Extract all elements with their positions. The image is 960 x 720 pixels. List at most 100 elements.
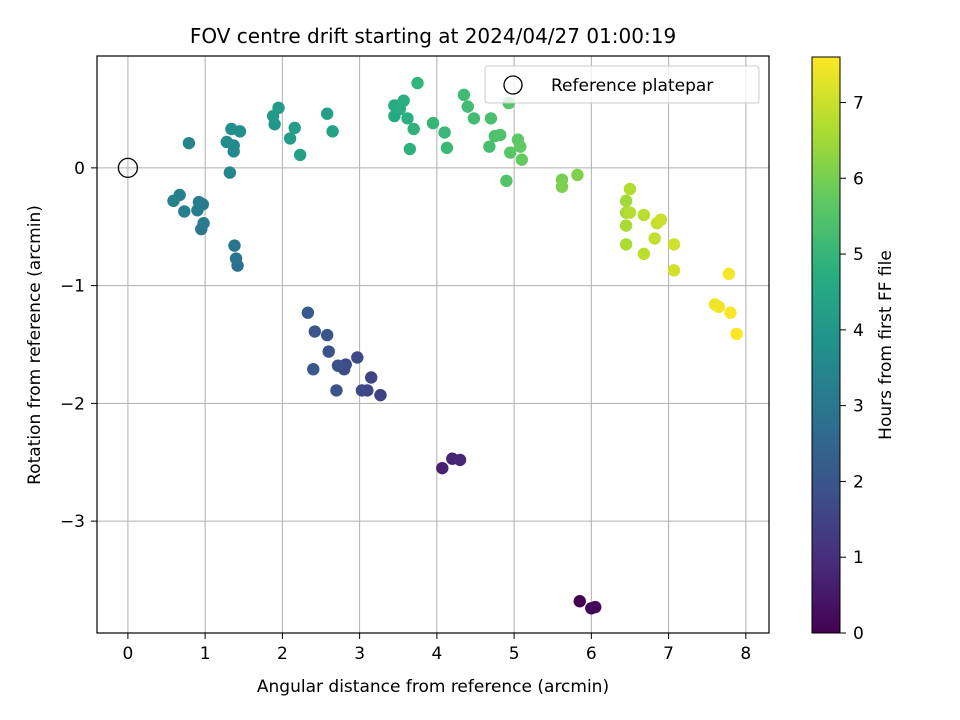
scatter-point: [494, 128, 507, 142]
legend-box: [484, 65, 760, 104]
x-tick-label: 7: [663, 644, 674, 664]
x-tick-label: 0: [122, 644, 133, 664]
scatter-point: [623, 182, 637, 196]
y-tick-label: −2: [60, 394, 85, 414]
scatter-point: [712, 300, 725, 314]
legend: Reference platepar: [484, 65, 760, 104]
scatter-point: [438, 126, 451, 139]
scatter-point: [730, 327, 743, 341]
x-tick-label: 1: [200, 644, 211, 664]
scatter-point: [365, 371, 378, 384]
scatter-point: [426, 116, 440, 130]
colorbar-tick-label: 5: [853, 245, 864, 265]
scatter-point: [191, 204, 204, 217]
scatter-point: [178, 205, 191, 218]
scatter-point: [229, 252, 243, 265]
colorbar-tick-label: 7: [853, 93, 864, 113]
scatter-point: [457, 88, 471, 102]
chart-title: FOV centre drift starting at 2024/04/27 …: [190, 24, 676, 48]
scatter-point: [326, 125, 339, 138]
scatter-point: [351, 351, 364, 364]
scatter-point: [293, 148, 307, 162]
x-tick-label: 5: [509, 644, 520, 664]
scatter-point: [220, 135, 233, 149]
y-tick-label: −3: [60, 512, 85, 532]
scatter-point: [167, 194, 180, 208]
scatter-point: [223, 166, 237, 179]
scatter-point: [228, 239, 241, 252]
scatter-point: [436, 461, 449, 475]
scatter-point: [374, 388, 387, 402]
scatter-point: [331, 359, 345, 372]
scatter-point: [637, 208, 651, 222]
y-axis-label: Rotation from reference (arcmin): [25, 205, 45, 485]
scatter-point: [623, 206, 637, 219]
x-axis-label: Angular distance from reference (arcmin): [257, 677, 609, 697]
scatter-point: [288, 121, 301, 135]
scatter-point: [407, 122, 420, 136]
scatter-point: [397, 94, 410, 107]
scatter-point: [515, 153, 529, 166]
x-tick-label: 6: [586, 644, 597, 664]
scatter-point: [484, 112, 498, 125]
y-tick-label: 0: [74, 159, 85, 179]
colorbar-tick-label: 4: [853, 321, 864, 341]
scatter-point: [453, 453, 467, 467]
reference-point-group: [117, 157, 139, 179]
colorbar-tick-label: 6: [853, 169, 864, 189]
scatter-point: [307, 363, 320, 376]
colorbar-tick-label: 2: [853, 472, 864, 492]
plot-frame: [96, 55, 770, 634]
colorbar-gradient: [811, 56, 841, 634]
colorbar-tick-label: 3: [853, 397, 864, 417]
scatter-point: [320, 107, 334, 120]
scatter-point: [272, 101, 285, 115]
legend-marker-icon: [503, 75, 523, 95]
x-tick-label: 3: [354, 644, 365, 664]
x-axis-ticks: 0 1 2 3 4 5 6 7 8: [122, 633, 751, 664]
scatter-point: [467, 112, 481, 125]
scatter-point: [330, 384, 343, 397]
scatter-points: [167, 76, 743, 615]
scatter-point: [483, 140, 496, 153]
scatter-point: [573, 595, 586, 608]
legend-entry-reference: Reference platepar: [551, 76, 713, 96]
colorbar-tick-label: 1: [853, 548, 864, 568]
scatter-point: [648, 232, 661, 245]
scatter-point: [619, 238, 633, 251]
scatter-point: [500, 174, 513, 188]
scatter-point: [401, 112, 414, 125]
y-axis-ticks: 0 −1 −2 −3: [60, 159, 97, 532]
scatter-point: [722, 267, 736, 281]
x-tick-label: 2: [277, 644, 288, 664]
scatter-point: [440, 141, 454, 155]
scatter-point: [411, 76, 424, 90]
x-tick-label: 4: [431, 644, 442, 664]
scatter-point: [589, 600, 602, 614]
scatter-point: [619, 219, 633, 232]
scatter-point: [355, 384, 369, 397]
x-tick-label: 8: [740, 644, 751, 664]
scatter-point: [283, 132, 297, 145]
colorbar-tick-label: 0: [853, 624, 864, 644]
scatter-point: [233, 125, 247, 138]
scatter-point: [571, 168, 584, 182]
scatter-point: [320, 328, 334, 342]
scatter-point: [308, 325, 322, 338]
scatter-point: [514, 140, 527, 153]
reference-point-marker: [117, 157, 139, 179]
scatter-point: [301, 306, 315, 319]
scatter-point: [461, 100, 474, 113]
scatter-point: [637, 247, 651, 261]
scatter-point: [654, 213, 668, 226]
scatter-point: [724, 306, 737, 319]
colorbar-ticks: 0 1 2 3 4 5 6 7: [840, 93, 864, 644]
scatter-point: [403, 142, 417, 156]
grid-lines: [97, 56, 769, 633]
y-tick-label: −1: [60, 277, 85, 297]
scatter-point: [182, 136, 196, 150]
scatter-point: [667, 264, 681, 277]
colorbar: 0 1 2 3 4 5 6 7 Hours from first FF file: [811, 56, 896, 644]
scatter-point: [197, 217, 210, 230]
